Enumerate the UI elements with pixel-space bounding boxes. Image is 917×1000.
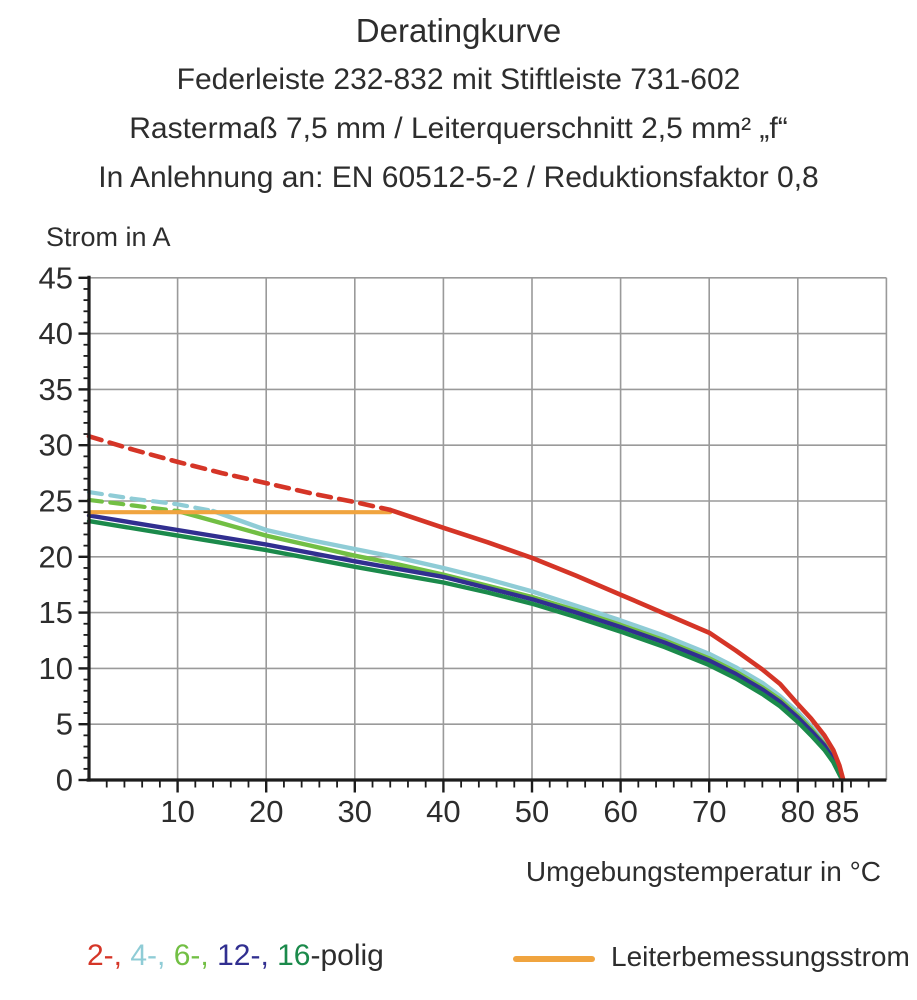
legend-part-4polig: 4-, xyxy=(130,939,174,972)
chart-subtitle-standard: In Anlehnung an: EN 60512-5-2 / Reduktio… xyxy=(98,161,819,194)
x-tick-label-10: 10 xyxy=(160,794,194,829)
x-axis-title: Umgebungstemperatur in °C xyxy=(525,856,881,887)
legend-part-2polig: 2-, xyxy=(87,939,131,972)
legend-part-6polig: 6-, xyxy=(173,939,218,972)
y-axis-title: Strom in A xyxy=(46,222,171,252)
x-tick-label-50: 50 xyxy=(515,794,549,829)
y-tick-label-30: 30 xyxy=(39,428,73,463)
x-tick-label-70: 70 xyxy=(692,794,726,829)
x-tick-label-85: 85 xyxy=(825,794,859,829)
curve-12-polig xyxy=(86,513,845,782)
x-tick-label-20: 20 xyxy=(249,794,283,829)
y-tick-label-25: 25 xyxy=(39,484,73,519)
legend-rated-current: Leiterbemessungsstrom xyxy=(513,941,910,973)
x-tick-label-40: 40 xyxy=(426,794,460,829)
chart-subtitle-product: Federleiste 232-832 mit Stiftleiste 731-… xyxy=(176,63,741,96)
y-tick-label-40: 40 xyxy=(39,316,73,351)
chart-title-block: Deratingkurve Federleiste 232-832 mit St… xyxy=(0,6,917,202)
y-tick-label-15: 15 xyxy=(39,595,73,630)
curve-6-polig-dashed xyxy=(86,497,180,514)
y-tick-label-20: 20 xyxy=(39,539,73,574)
curve-16-polig xyxy=(86,518,845,782)
rated-current-line-swatch xyxy=(513,956,595,962)
y-tick-label-45: 45 xyxy=(39,260,73,295)
legend-part-16polig: 16 xyxy=(277,939,311,972)
curve-4-polig-dashed xyxy=(86,490,216,514)
y-tick-label-5: 5 xyxy=(56,707,73,742)
chart-title: Deratingkurve xyxy=(355,12,562,49)
legend-part-12polig: 12-, xyxy=(217,939,278,972)
x-tick-label-60: 60 xyxy=(603,794,637,829)
x-tick-label-80: 80 xyxy=(781,794,815,829)
curve-2-polig-dashed xyxy=(86,433,393,513)
legend-pole-counts: 2-, 4-, 6-, 12-, 16-polig xyxy=(87,939,384,973)
curve-2-polig xyxy=(387,507,846,782)
y-tick-label-10: 10 xyxy=(39,651,73,686)
y-tick-label-35: 35 xyxy=(39,372,73,407)
y-tick-label-0: 0 xyxy=(56,763,73,798)
rated-current-label: Leiterbemessungsstrom xyxy=(611,941,910,972)
x-tick-label-30: 30 xyxy=(338,794,372,829)
chart-subtitle-pitch: Rastermaß 7,5 mm / Leiterquerschnitt 2,5… xyxy=(129,112,788,145)
legend-part-polig-suffix: -polig xyxy=(310,939,384,972)
